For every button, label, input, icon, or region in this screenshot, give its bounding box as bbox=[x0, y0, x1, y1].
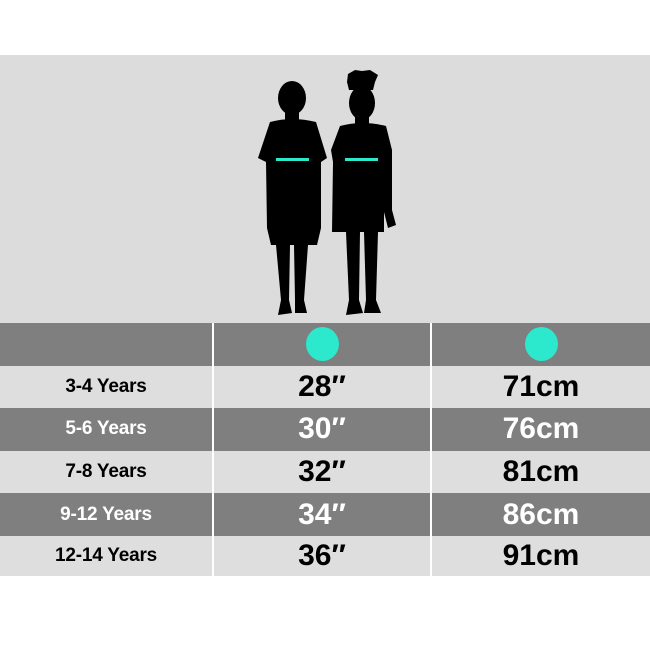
cm-cell: 76cm bbox=[430, 408, 650, 451]
inches-cell: 34″ bbox=[212, 493, 430, 536]
size-chart-table: 3-4 Years 28″ 71cm 5-6 Years 30″ 76cm 7-… bbox=[0, 323, 650, 576]
cm-cell: 91cm bbox=[430, 535, 650, 576]
cm-cell: 71cm bbox=[430, 365, 650, 409]
table-row: 3-4 Years 28″ 71cm bbox=[0, 365, 650, 409]
age-cell: 7-8 Years bbox=[65, 461, 147, 483]
inches-cell: 36″ bbox=[212, 535, 430, 576]
table-row: 5-6 Years 30″ 76cm bbox=[0, 408, 650, 451]
inches-cell: 28″ bbox=[212, 365, 430, 409]
header-inches-cell bbox=[212, 323, 430, 366]
header-empty-cell bbox=[0, 323, 212, 366]
age-cell: 12-14 Years bbox=[54, 544, 158, 566]
age-cell: 3-4 Years bbox=[65, 375, 147, 397]
silhouettes bbox=[258, 70, 396, 315]
cm-cell: 81cm bbox=[430, 450, 650, 494]
age-cell: 5-6 Years bbox=[65, 418, 147, 440]
header-row bbox=[0, 323, 650, 366]
boy-chest-marker bbox=[276, 158, 309, 161]
teal-dot-icon bbox=[305, 327, 339, 362]
table-row: 7-8 Years 32″ 81cm bbox=[0, 450, 650, 494]
table-row: 12-14 Years 36″ 91cm bbox=[0, 535, 650, 576]
cm-cell: 86cm bbox=[430, 493, 650, 536]
teal-dot-icon bbox=[524, 327, 558, 362]
boy-silhouette-icon bbox=[258, 81, 327, 315]
girl-silhouette-icon bbox=[331, 70, 396, 315]
girl-chest-marker bbox=[345, 158, 378, 161]
header-cm-cell bbox=[430, 323, 650, 366]
illustration-area bbox=[0, 55, 650, 323]
inches-cell: 30″ bbox=[212, 408, 430, 451]
age-cell: 9-12 Years bbox=[60, 503, 152, 525]
table-row: 9-12 Years 34″ 86cm bbox=[0, 493, 650, 536]
inches-cell: 32″ bbox=[212, 450, 430, 494]
